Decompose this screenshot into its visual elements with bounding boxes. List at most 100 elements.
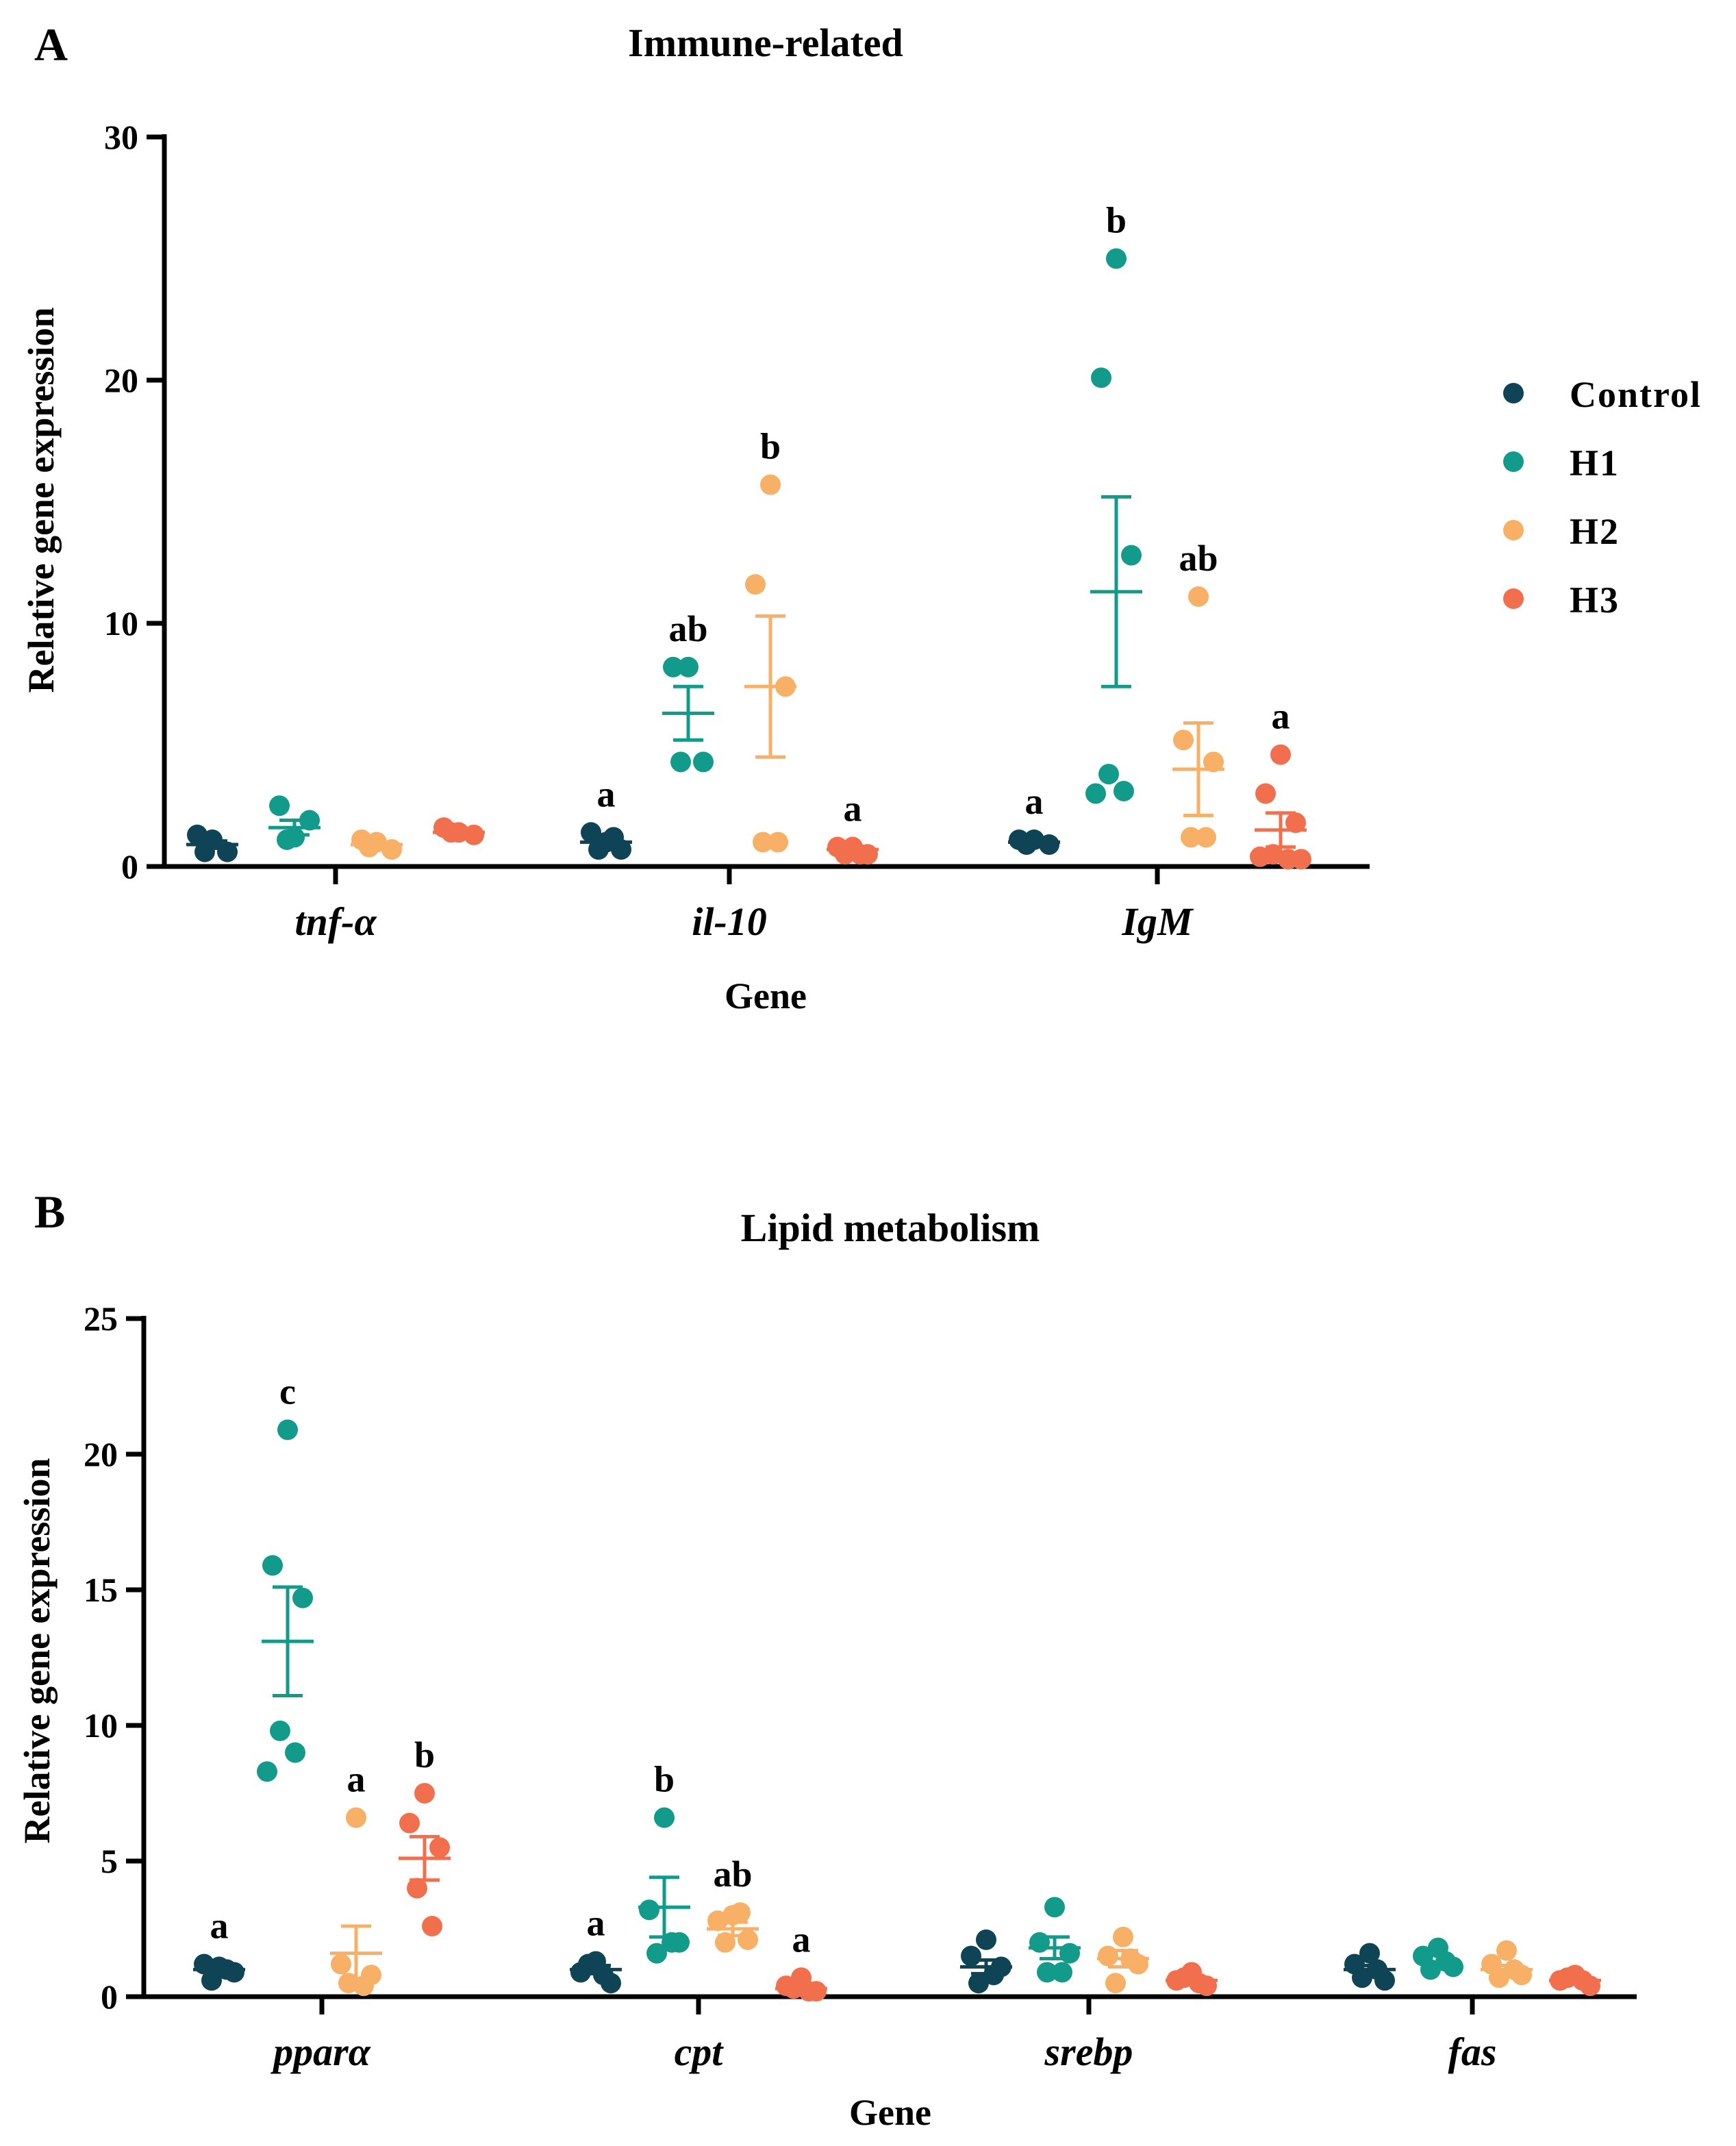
- panel-a-y-tick-label: 0: [121, 847, 138, 886]
- panel-b-h1-point: [277, 1419, 298, 1440]
- panel-a-y-tick-label: 30: [104, 118, 138, 156]
- panel-b-h2-point: [346, 1807, 366, 1828]
- legend-marker-h3: [1503, 588, 1524, 609]
- panel-b-category-label: pparα: [270, 2030, 371, 2074]
- panel-a-h3-point: [1255, 783, 1276, 804]
- panel-a-h3-point: [441, 822, 462, 843]
- panel-a-ylabel: Relative gene expression: [21, 308, 62, 693]
- panel-a-h1-point: [693, 751, 714, 773]
- panel-a-plot: 0 10 20 30 tnf-α il-10 IgM a a ab b b ab a a: [104, 118, 1370, 944]
- panel-b-h1-point: [1059, 1943, 1080, 1964]
- panel-b-letter: B: [34, 1186, 65, 1238]
- panel-a-h1-point: [1106, 248, 1127, 269]
- panel-b-h1-point: [292, 1587, 313, 1608]
- panel-b-h2-point: [1098, 1945, 1118, 1967]
- panel-a-category-label: tnf-α: [294, 899, 377, 944]
- panel-b-h2-point: [715, 1932, 735, 1953]
- panel-b-category-label: srebp: [1044, 2030, 1133, 2074]
- panel-b-y-tick-label: 5: [101, 1842, 118, 1880]
- panel-b-h2-point: [353, 1975, 374, 1997]
- panel-a-h1-point: [269, 795, 290, 816]
- panel-a-h2-point: [760, 474, 781, 495]
- panel-b-h3-point: [1189, 1973, 1209, 1994]
- panel-a-control-point: [581, 822, 601, 843]
- panel-a-y-tick-label: 20: [104, 361, 138, 399]
- legend-label-control: Control: [1570, 374, 1702, 415]
- panel-a-h2-point: [768, 832, 788, 853]
- panel-a-control-point: [1039, 834, 1059, 856]
- panel-b-h1-point: [285, 1742, 305, 1763]
- panel-a-h2-point: [1181, 827, 1201, 848]
- panel-a-letter: A: [34, 18, 68, 71]
- panel-b-h3-point: [422, 1916, 442, 1937]
- panel-b-control-significance-letter: a: [587, 1903, 605, 1944]
- panel-b-h3-point: [414, 1783, 435, 1804]
- panel-b-control-point: [593, 1964, 614, 1986]
- panel-a-h2-point: [1173, 729, 1194, 751]
- panel-a-h1-point: [663, 656, 683, 677]
- panel-a-h3-point: [1291, 849, 1311, 870]
- panel-a-h3-significance-letter: a: [844, 788, 862, 829]
- panel-b-h3-significance-letter: b: [414, 1734, 435, 1775]
- panel-a-category-label: il-10: [692, 899, 767, 944]
- panel-a-h1-point: [1098, 764, 1119, 785]
- panel-b-y-tick-label: 25: [84, 1299, 118, 1338]
- panel-a-h1-point: [670, 751, 691, 773]
- panel-b-h2-point: [1504, 1959, 1524, 1980]
- panel-b-h2-point: [1105, 1973, 1126, 1994]
- panel-b-h2-point: [1113, 1926, 1133, 1947]
- panel-a-h1-point: [299, 810, 320, 831]
- panel-a-control-significance-letter: a: [1025, 781, 1044, 822]
- panel-b-h2-point: [1489, 1967, 1509, 1988]
- panel-a-h2-point: [1188, 586, 1209, 607]
- panel-a-h2-significance-letter: b: [760, 426, 781, 467]
- panel-b-h3-point: [1572, 1970, 1593, 1991]
- panel-b-h1-point: [1435, 1951, 1456, 1972]
- panel-b-title: Lipid metabolism: [741, 1206, 1040, 1250]
- panel-a-control-significance-letter: a: [597, 773, 616, 814]
- legend-marker-h1: [1503, 451, 1524, 472]
- panel-a-control-point: [194, 841, 215, 862]
- panel-b-h1-point: [257, 1761, 277, 1782]
- panel-a-h3-point: [464, 824, 484, 845]
- legend-label-h1: H1: [1570, 442, 1620, 484]
- panel-a-h2-point: [775, 676, 796, 697]
- panel-a-h3-point: [1285, 812, 1306, 834]
- panel-b-control-point: [983, 1964, 1004, 1986]
- panel-b-h1-point: [270, 1720, 290, 1741]
- panel-b-control-point: [201, 1970, 222, 1991]
- panel-b-y-tick-label: 0: [101, 1977, 118, 2016]
- panel-b-control-significance-letter: a: [210, 1905, 229, 1946]
- panel-b-h2-significance-letter: a: [347, 1759, 366, 1800]
- panel-a-h2-point: [753, 832, 773, 853]
- panel-b-control-point: [976, 1929, 996, 1950]
- panel-a-h1-point: [678, 656, 699, 677]
- panel-b-h2-significance-letter: ab: [713, 1854, 752, 1895]
- panel-b-control-point: [961, 1945, 981, 1967]
- panel-b-y-tick-label: 10: [84, 1706, 118, 1745]
- panel-b-h2-point: [730, 1902, 751, 1923]
- panel-b-category-label: fas: [1448, 2030, 1497, 2074]
- panel-a-y-tick-label: 10: [104, 604, 138, 642]
- panel-a-h2-point: [359, 836, 379, 858]
- panel-b-h2-point: [331, 1954, 351, 1975]
- panel-b-control-point: [216, 1959, 237, 1980]
- panel-b-h2-point: [707, 1910, 728, 1932]
- panel-a-h3-significance-letter: a: [1272, 696, 1290, 737]
- panel-b-h3-point: [798, 1981, 819, 2002]
- panel-a-control-point: [588, 839, 609, 860]
- panel-b-h1-point: [1052, 1962, 1072, 1983]
- panel-a-h2-point: [1196, 827, 1216, 848]
- panel-b-h3-point: [407, 1877, 427, 1899]
- panel-a-control-point: [603, 827, 624, 848]
- panel-b-h1-point: [262, 1555, 283, 1576]
- panel-a-h1-point: [1091, 367, 1111, 388]
- panel-b-h1-point: [1029, 1932, 1050, 1953]
- panel-a-h2-significance-letter: ab: [1179, 538, 1218, 579]
- panel-a-h3-point: [1270, 744, 1291, 765]
- panel-b-h3-point: [399, 1812, 420, 1834]
- legend: Control H1 H2 H3: [1503, 374, 1702, 621]
- panel-b-category-label: cpt: [675, 2030, 725, 2074]
